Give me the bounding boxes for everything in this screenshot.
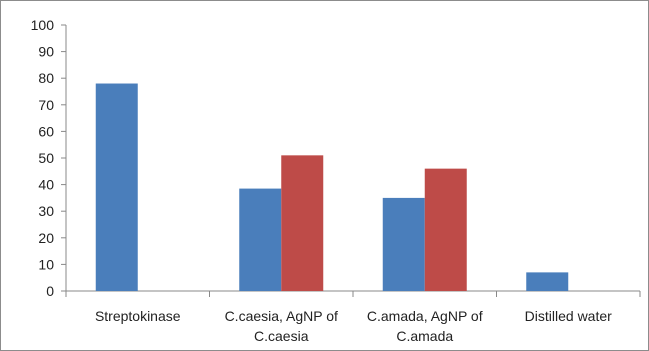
y-tick-label: 60 bbox=[38, 123, 54, 139]
bar bbox=[424, 168, 467, 291]
x-category-label: C.caesia bbox=[254, 328, 309, 344]
y-tick-label: 20 bbox=[38, 230, 54, 246]
y-tick-label: 0 bbox=[46, 283, 54, 299]
y-tick-label: 100 bbox=[31, 17, 55, 33]
bar bbox=[239, 188, 282, 291]
bar bbox=[526, 272, 569, 291]
x-category-label: Streptokinase bbox=[95, 308, 181, 324]
y-tick-label: 90 bbox=[38, 44, 54, 60]
y-tick-label: 80 bbox=[38, 70, 54, 86]
y-tick-label: 70 bbox=[38, 97, 54, 113]
x-category-label: C.caesia, AgNP of bbox=[225, 308, 338, 324]
y-tick-label: 10 bbox=[38, 256, 54, 272]
x-category-label: Distilled water bbox=[525, 308, 612, 324]
bar bbox=[281, 155, 324, 291]
x-category-label: C.amada bbox=[396, 328, 453, 344]
y-tick-label: 50 bbox=[38, 150, 54, 166]
bar bbox=[382, 197, 425, 291]
x-category-label: C.amada, AgNP of bbox=[367, 308, 483, 324]
y-tick-label: 30 bbox=[38, 203, 54, 219]
y-tick-label: 40 bbox=[38, 177, 54, 193]
bar bbox=[95, 83, 138, 292]
